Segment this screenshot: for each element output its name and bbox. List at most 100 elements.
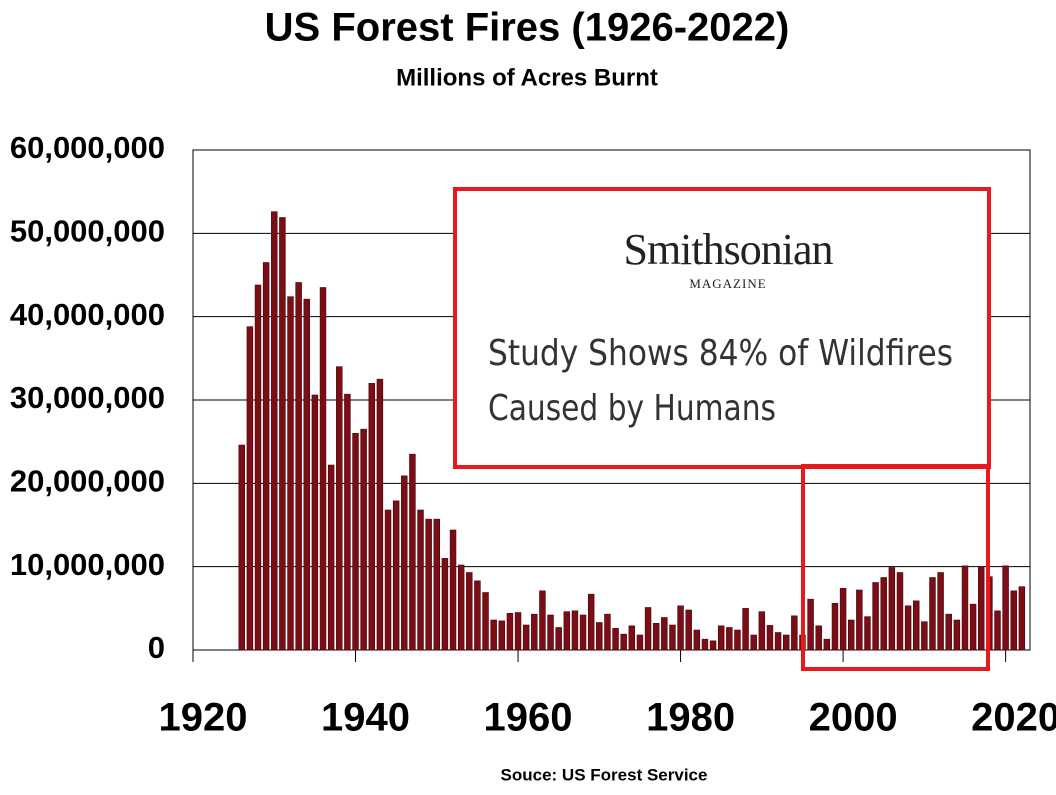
bar xyxy=(368,383,376,651)
x-tick-label: 2020 xyxy=(971,696,1056,740)
bar xyxy=(685,609,692,651)
bar xyxy=(466,572,473,651)
bar xyxy=(246,326,254,651)
bar xyxy=(945,613,952,651)
bar xyxy=(791,615,798,651)
bar xyxy=(531,613,538,651)
bar xyxy=(669,624,676,651)
bar xyxy=(401,475,408,651)
highlight-frame xyxy=(801,464,990,671)
bar xyxy=(311,394,319,651)
bar xyxy=(677,605,684,651)
bar xyxy=(921,621,928,651)
bar xyxy=(1010,590,1017,651)
bar xyxy=(742,608,749,651)
bar xyxy=(498,620,506,651)
bar xyxy=(604,613,611,651)
bar xyxy=(506,613,514,651)
bar xyxy=(839,588,847,651)
bar xyxy=(904,605,912,651)
bar xyxy=(815,625,822,651)
headline-line: Study Shows 84% of Wildfires xyxy=(488,333,953,374)
x-tick-label: 1920 xyxy=(159,696,248,740)
bar xyxy=(376,378,384,651)
bar xyxy=(750,634,757,651)
bar xyxy=(644,607,652,651)
bar xyxy=(474,580,481,651)
bar xyxy=(327,464,335,651)
bar xyxy=(319,287,327,651)
bar xyxy=(612,628,619,651)
y-tick-label: 60,000,000 xyxy=(10,130,165,165)
y-tick-label: 10,000,000 xyxy=(10,547,165,582)
bar xyxy=(961,565,969,651)
bar xyxy=(766,625,774,651)
bar xyxy=(620,633,627,651)
bar xyxy=(896,572,904,651)
bar xyxy=(352,433,359,651)
x-tick-label: 1940 xyxy=(321,696,410,740)
bar xyxy=(628,625,636,651)
y-tick-label: 0 xyxy=(148,630,165,665)
bar xyxy=(587,593,595,651)
bar xyxy=(823,638,831,651)
bar xyxy=(287,296,294,651)
bar xyxy=(514,612,522,651)
bar xyxy=(913,600,920,651)
bar xyxy=(717,625,725,651)
bar xyxy=(978,566,985,651)
bar xyxy=(384,509,392,651)
bar xyxy=(701,638,709,651)
bar xyxy=(831,603,839,651)
bar xyxy=(1018,586,1026,651)
bar xyxy=(596,622,603,651)
annotation-frame xyxy=(453,187,991,469)
bar xyxy=(490,619,497,651)
bar xyxy=(937,572,944,651)
bar xyxy=(807,598,814,651)
bar xyxy=(254,284,262,651)
bar xyxy=(880,577,887,651)
bar xyxy=(336,366,343,651)
bar xyxy=(547,614,554,651)
bar xyxy=(563,611,571,651)
source-note: Souce: US Forest Service xyxy=(501,765,708,784)
brand-sub: MAGAZINE xyxy=(689,276,766,291)
bar xyxy=(872,582,879,651)
y-tick-label: 20,000,000 xyxy=(10,464,165,499)
bar xyxy=(1002,565,1009,651)
y-tick-label: 40,000,000 xyxy=(10,297,165,332)
bar xyxy=(953,619,961,651)
bar xyxy=(994,610,1001,651)
bar xyxy=(774,632,782,651)
y-tick-label: 30,000,000 xyxy=(10,380,165,415)
bar xyxy=(360,428,367,651)
bar xyxy=(539,590,546,651)
bar xyxy=(864,616,871,651)
bar xyxy=(303,298,310,651)
bar xyxy=(409,453,416,651)
bar xyxy=(392,500,400,651)
bar xyxy=(555,627,562,651)
bar xyxy=(969,603,977,651)
y-tick-label: 50,000,000 xyxy=(10,214,165,249)
chart-title: US Forest Fires (1926-2022) xyxy=(265,6,790,50)
bar xyxy=(344,393,351,651)
bar xyxy=(636,634,644,651)
bar xyxy=(888,567,896,651)
bar xyxy=(441,558,449,651)
bar xyxy=(661,617,668,651)
bar xyxy=(693,629,701,651)
bar xyxy=(238,444,245,651)
bar xyxy=(782,634,790,651)
bar xyxy=(271,211,278,651)
bar xyxy=(522,624,530,651)
headline-line: Caused by Humans xyxy=(488,388,776,429)
bar xyxy=(709,640,717,651)
bar xyxy=(482,592,489,651)
brand-name: Smithsonian xyxy=(623,225,833,274)
x-tick-label: 1980 xyxy=(646,696,735,740)
bar xyxy=(417,509,424,651)
